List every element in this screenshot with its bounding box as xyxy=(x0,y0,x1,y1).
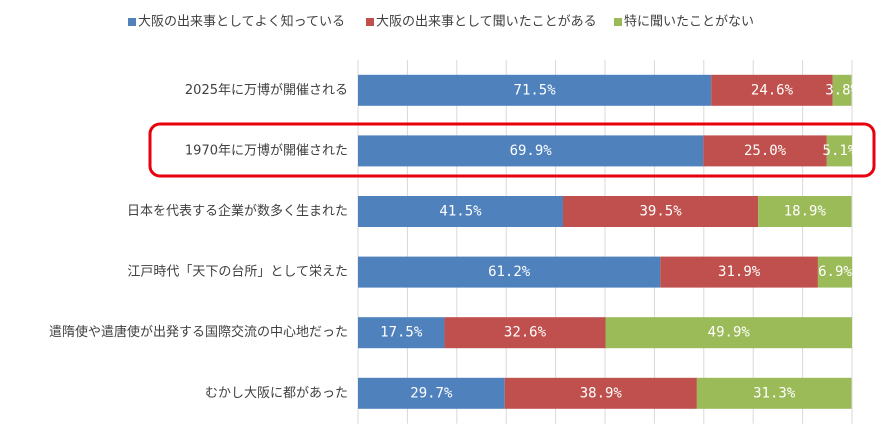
value-label: 41.5% xyxy=(439,204,482,220)
highlight-box xyxy=(148,122,876,178)
y-tick-label: 1970年に万博が開催された xyxy=(185,143,348,158)
bar-segment xyxy=(563,196,759,227)
bar-segment xyxy=(696,377,852,409)
value-label: 6.9% xyxy=(818,264,852,280)
legend-label: 大阪の出来事としてよく知っている xyxy=(138,14,345,30)
legend-label: 特に聞いたことがない xyxy=(624,15,754,30)
value-label: 17.5% xyxy=(380,325,423,341)
bar-segment xyxy=(358,135,704,167)
bar-segment xyxy=(358,74,712,106)
bar-segment xyxy=(660,256,818,288)
value-label: 69.9% xyxy=(510,143,553,159)
y-tick-label: 江戸時代「天下の台所」として栄えた xyxy=(127,265,348,280)
value-label: 71.5% xyxy=(514,82,557,98)
value-label: 38.9% xyxy=(580,385,623,401)
bar-segment xyxy=(504,377,697,409)
value-label: 31.3% xyxy=(753,385,796,401)
bar-segment xyxy=(444,317,606,349)
legend-swatch xyxy=(614,18,622,26)
value-label: 29.7% xyxy=(410,385,453,401)
y-tick-label: 日本を代表する企業が数多く生まれた xyxy=(127,203,348,219)
y-tick-label: 2025年に万博が開催される xyxy=(185,83,348,98)
value-label: 31.9% xyxy=(718,264,761,280)
legend-label: 大阪の出来事として聞いたことがある xyxy=(376,15,597,30)
value-label: 3.8% xyxy=(825,82,859,98)
bar-segment xyxy=(703,135,827,167)
value-label: 18.9% xyxy=(784,204,827,220)
value-label: 25.0% xyxy=(744,143,787,159)
bar-segment xyxy=(711,74,833,106)
bar-segment xyxy=(826,135,852,167)
value-label: 24.6% xyxy=(751,82,794,98)
value-label: 61.2% xyxy=(488,264,531,280)
bar-segment xyxy=(832,74,852,106)
bar-segment xyxy=(358,256,661,288)
bar-segment xyxy=(358,377,505,409)
bar-segment xyxy=(758,196,852,227)
value-label: 39.5% xyxy=(639,204,682,220)
legend-swatch xyxy=(366,18,374,26)
bar-segment xyxy=(817,256,852,288)
bar-segment xyxy=(358,317,445,349)
legend-swatch xyxy=(128,18,136,26)
grid xyxy=(357,60,853,424)
y-tick-label: 遣隋使や遣唐使が出発する国際交流の中心地だった xyxy=(49,324,348,340)
y-tick-label: むかし大阪に都があった xyxy=(205,386,348,401)
bars: 71.5% 24.6% 3.8% 69.9% 25.0% 5.1% 41.5% 39.5% 18… xyxy=(358,74,860,409)
bar-segment xyxy=(358,196,564,227)
value-label: 5.1% xyxy=(823,143,857,159)
value-label: 32.6% xyxy=(504,325,547,341)
bar-segment xyxy=(605,317,852,349)
value-label: 49.9% xyxy=(708,325,751,341)
